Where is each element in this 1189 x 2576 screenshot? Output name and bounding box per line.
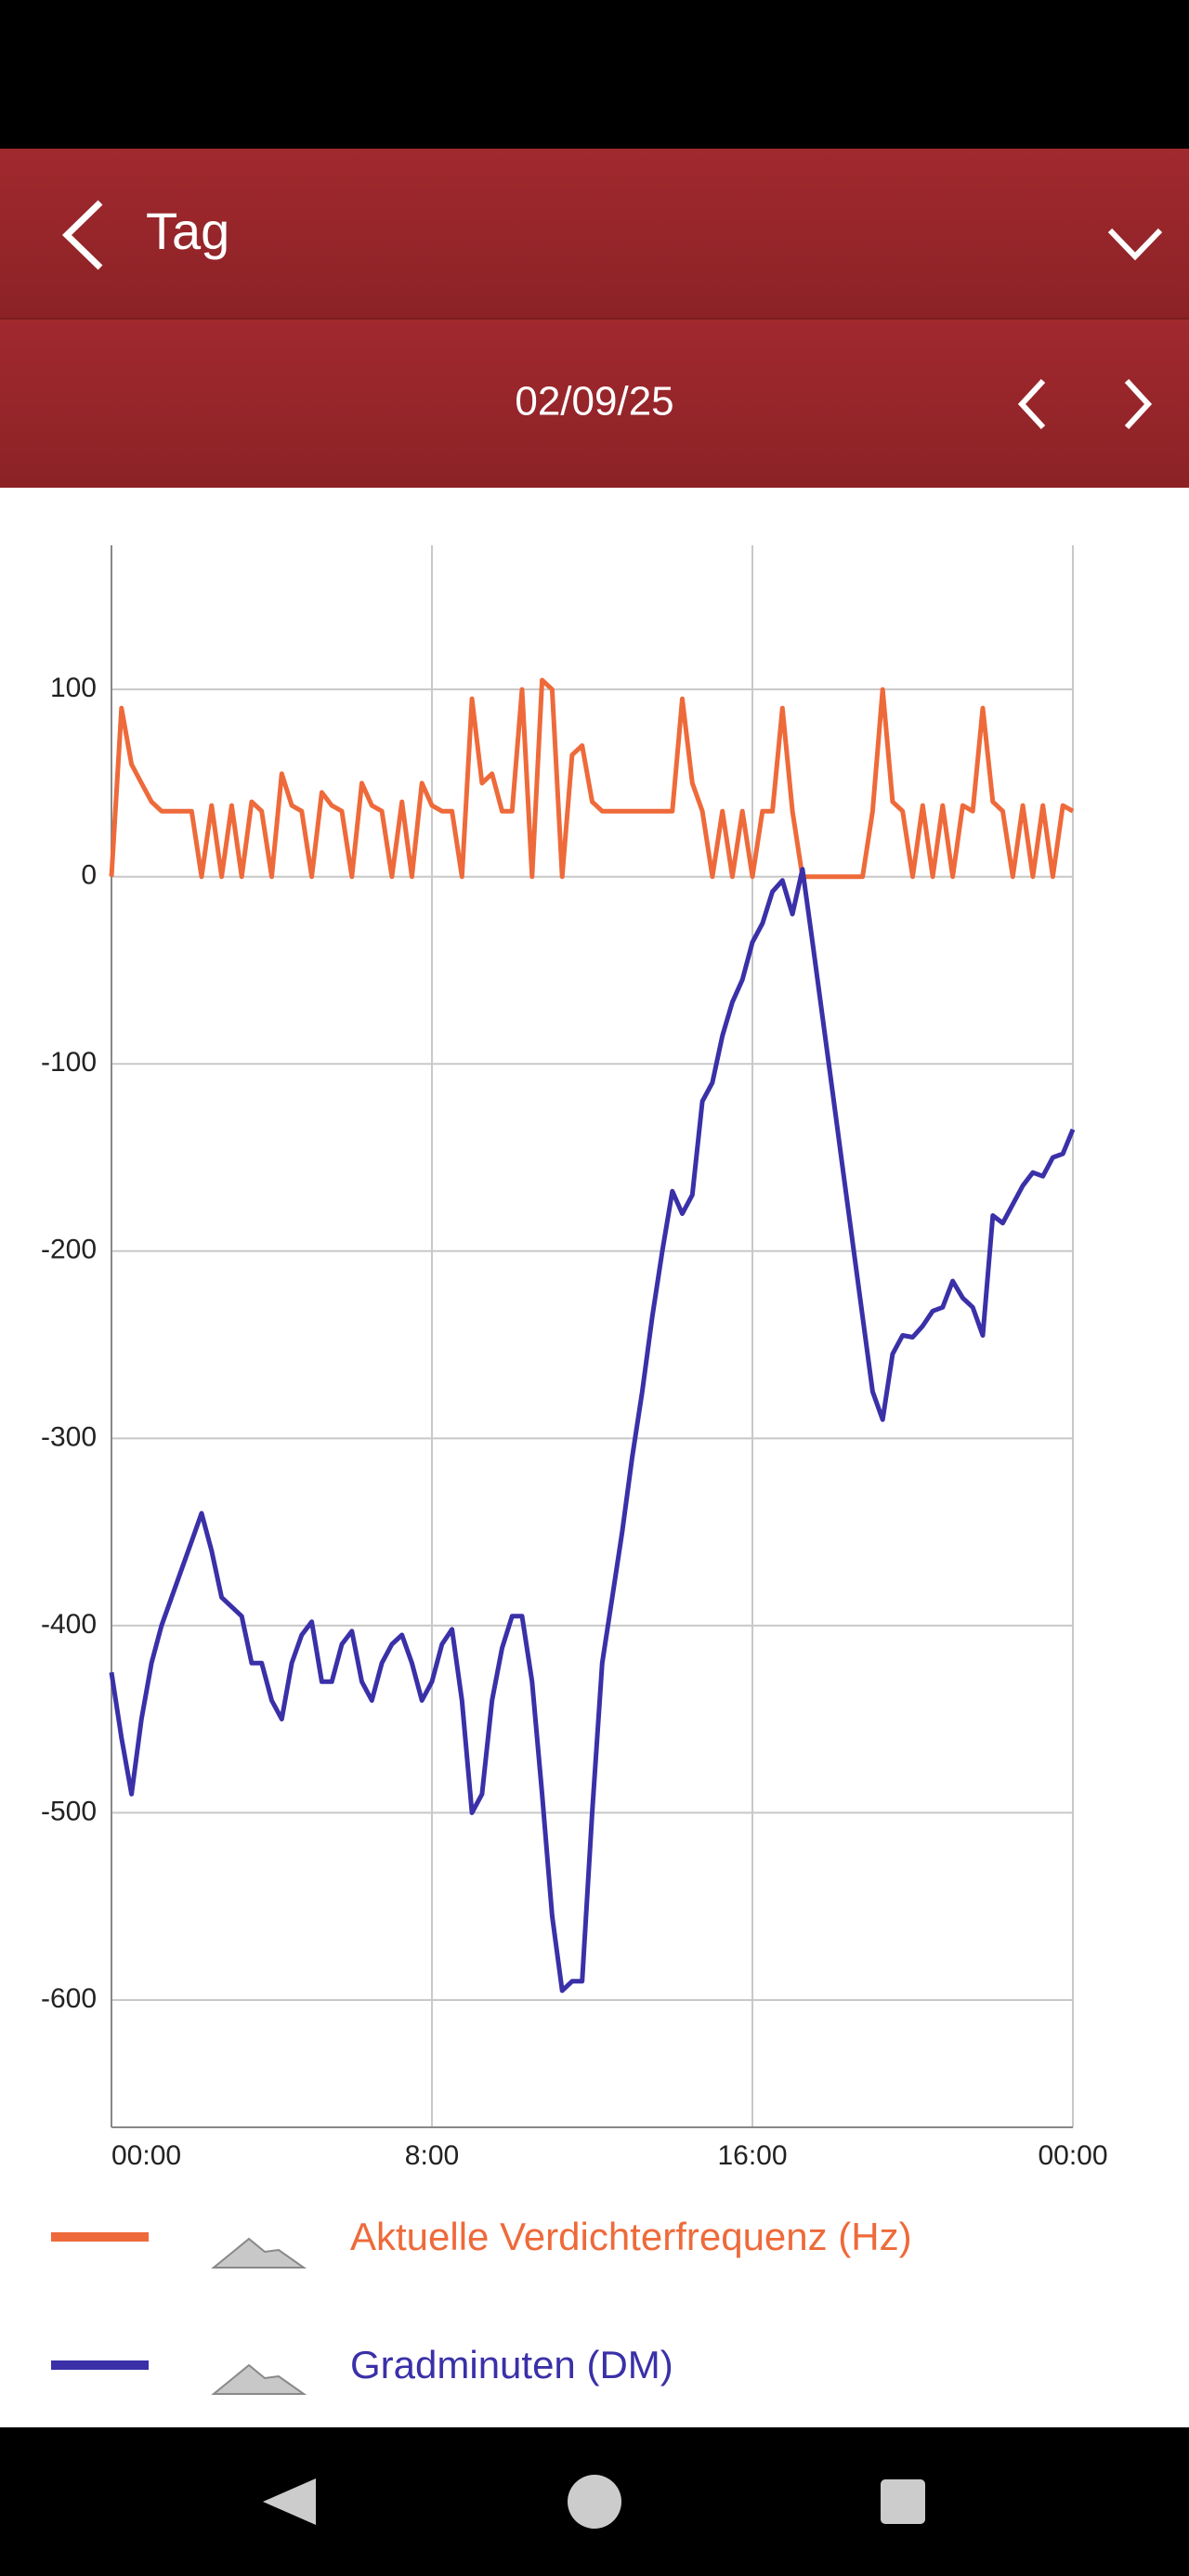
dropdown-button[interactable]: [1107, 228, 1163, 261]
y-tick-label: -400: [41, 1609, 97, 1640]
y-tick-label: -600: [41, 1983, 97, 2014]
x-tick-label: 00:00: [111, 2140, 181, 2171]
legend-area-toggle[interactable]: [211, 2237, 307, 2269]
nav-back[interactable]: [263, 2478, 316, 2525]
x-tick-label: 00:00: [1038, 2140, 1107, 2171]
legend-label: Gradminuten (DM): [350, 2343, 673, 2386]
prev-day-button[interactable]: [1017, 378, 1046, 430]
x-tick-label: 8:00: [405, 2140, 459, 2171]
next-day-button[interactable]: [1124, 378, 1153, 430]
chart: -600 -500 -400 -300 -200 -100 0 100 00:00 8:00 16:…: [41, 545, 1108, 2171]
toolbar: [0, 149, 1189, 319]
y-tick-label: -200: [41, 1235, 97, 1265]
data-line: [109, 867, 1076, 1994]
legend-label: Aktuelle Verdichterfrequenz (Hz): [350, 2215, 912, 2258]
nav-recents[interactable]: [881, 2479, 925, 2524]
nav-home[interactable]: [568, 2475, 621, 2529]
y-tick-label: -100: [41, 1047, 97, 1078]
legend: Aktuelle Verdichterfrequenz (Hz) Gradminu…: [51, 2215, 912, 2395]
back-button[interactable]: [61, 200, 103, 270]
data-line: [109, 677, 1075, 880]
x-tick-label: 16:00: [717, 2140, 787, 2171]
y-tick-label: 0: [81, 860, 97, 891]
legend-area-toggle[interactable]: [211, 2363, 307, 2395]
date-bar: [0, 319, 1189, 488]
y-tick-label: 100: [50, 673, 97, 703]
y-tick-label: -500: [41, 1796, 97, 1826]
y-tick-label: -300: [41, 1421, 97, 1452]
page-title: Tag: [146, 202, 229, 260]
date-label: 02/09/25: [515, 379, 673, 425]
status-bar: [0, 0, 1189, 149]
